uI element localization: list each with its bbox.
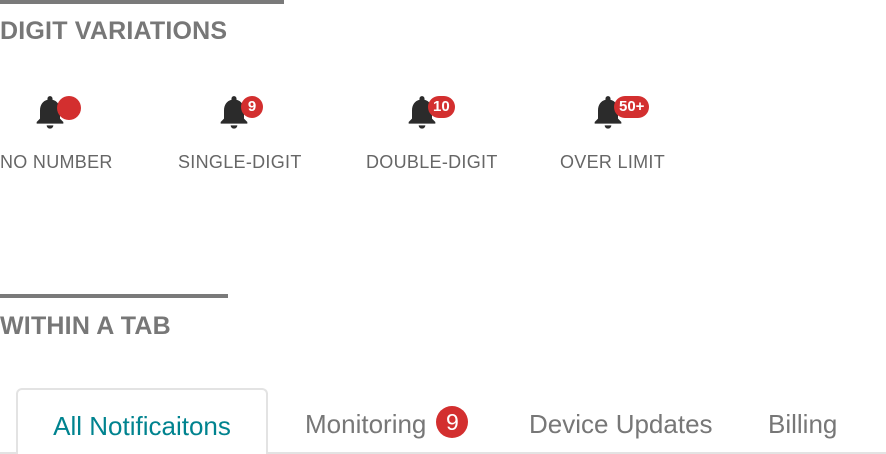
notification-badge: 9 — [241, 96, 263, 118]
tab-bar: All Notificaitons Monitoring 9 Device Upd… — [0, 386, 886, 454]
variation-label: DOUBLE-DIGIT — [366, 152, 498, 172]
tab-billing[interactable]: Billing — [768, 388, 837, 454]
tab-label: Monitoring — [305, 409, 427, 439]
variation-label: OVER LIMIT — [560, 152, 666, 172]
notification-badge: 10 — [428, 96, 455, 118]
variation-label: NO NUMBER — [0, 152, 113, 172]
variation-over-limit: 50+ OVER LIMIT — [560, 92, 720, 182]
tab-monitoring[interactable]: Monitoring 9 — [305, 388, 469, 454]
section-divider — [0, 0, 284, 4]
variation-single-digit: 9 SINGLE-DIGIT — [178, 92, 338, 182]
notification-dot — [57, 96, 81, 120]
tab-device-updates[interactable]: Device Updates — [529, 388, 713, 454]
tab-notification-badge: 9 — [436, 406, 469, 439]
variation-double-digit: 10 DOUBLE-DIGIT — [366, 92, 526, 182]
section-title-digit-variations: DIGIT VARIATIONS — [0, 17, 228, 45]
section-title-within-a-tab: WITHIN A TAB — [0, 312, 171, 340]
variation-no-number: NO NUMBER — [0, 92, 160, 182]
section-divider — [0, 294, 228, 298]
notification-badge: 50+ — [614, 96, 650, 118]
tab-bar-baseline — [0, 452, 886, 454]
bell-icon — [30, 92, 70, 132]
variation-label: SINGLE-DIGIT — [178, 152, 302, 172]
tab-label: Billing — [768, 409, 838, 439]
tab-label: Device Updates — [529, 409, 713, 439]
bell-icon — [214, 92, 254, 132]
tab-all-notifications[interactable]: All Notificaitons — [16, 388, 268, 454]
tab-label: All Notificaitons — [53, 411, 231, 441]
